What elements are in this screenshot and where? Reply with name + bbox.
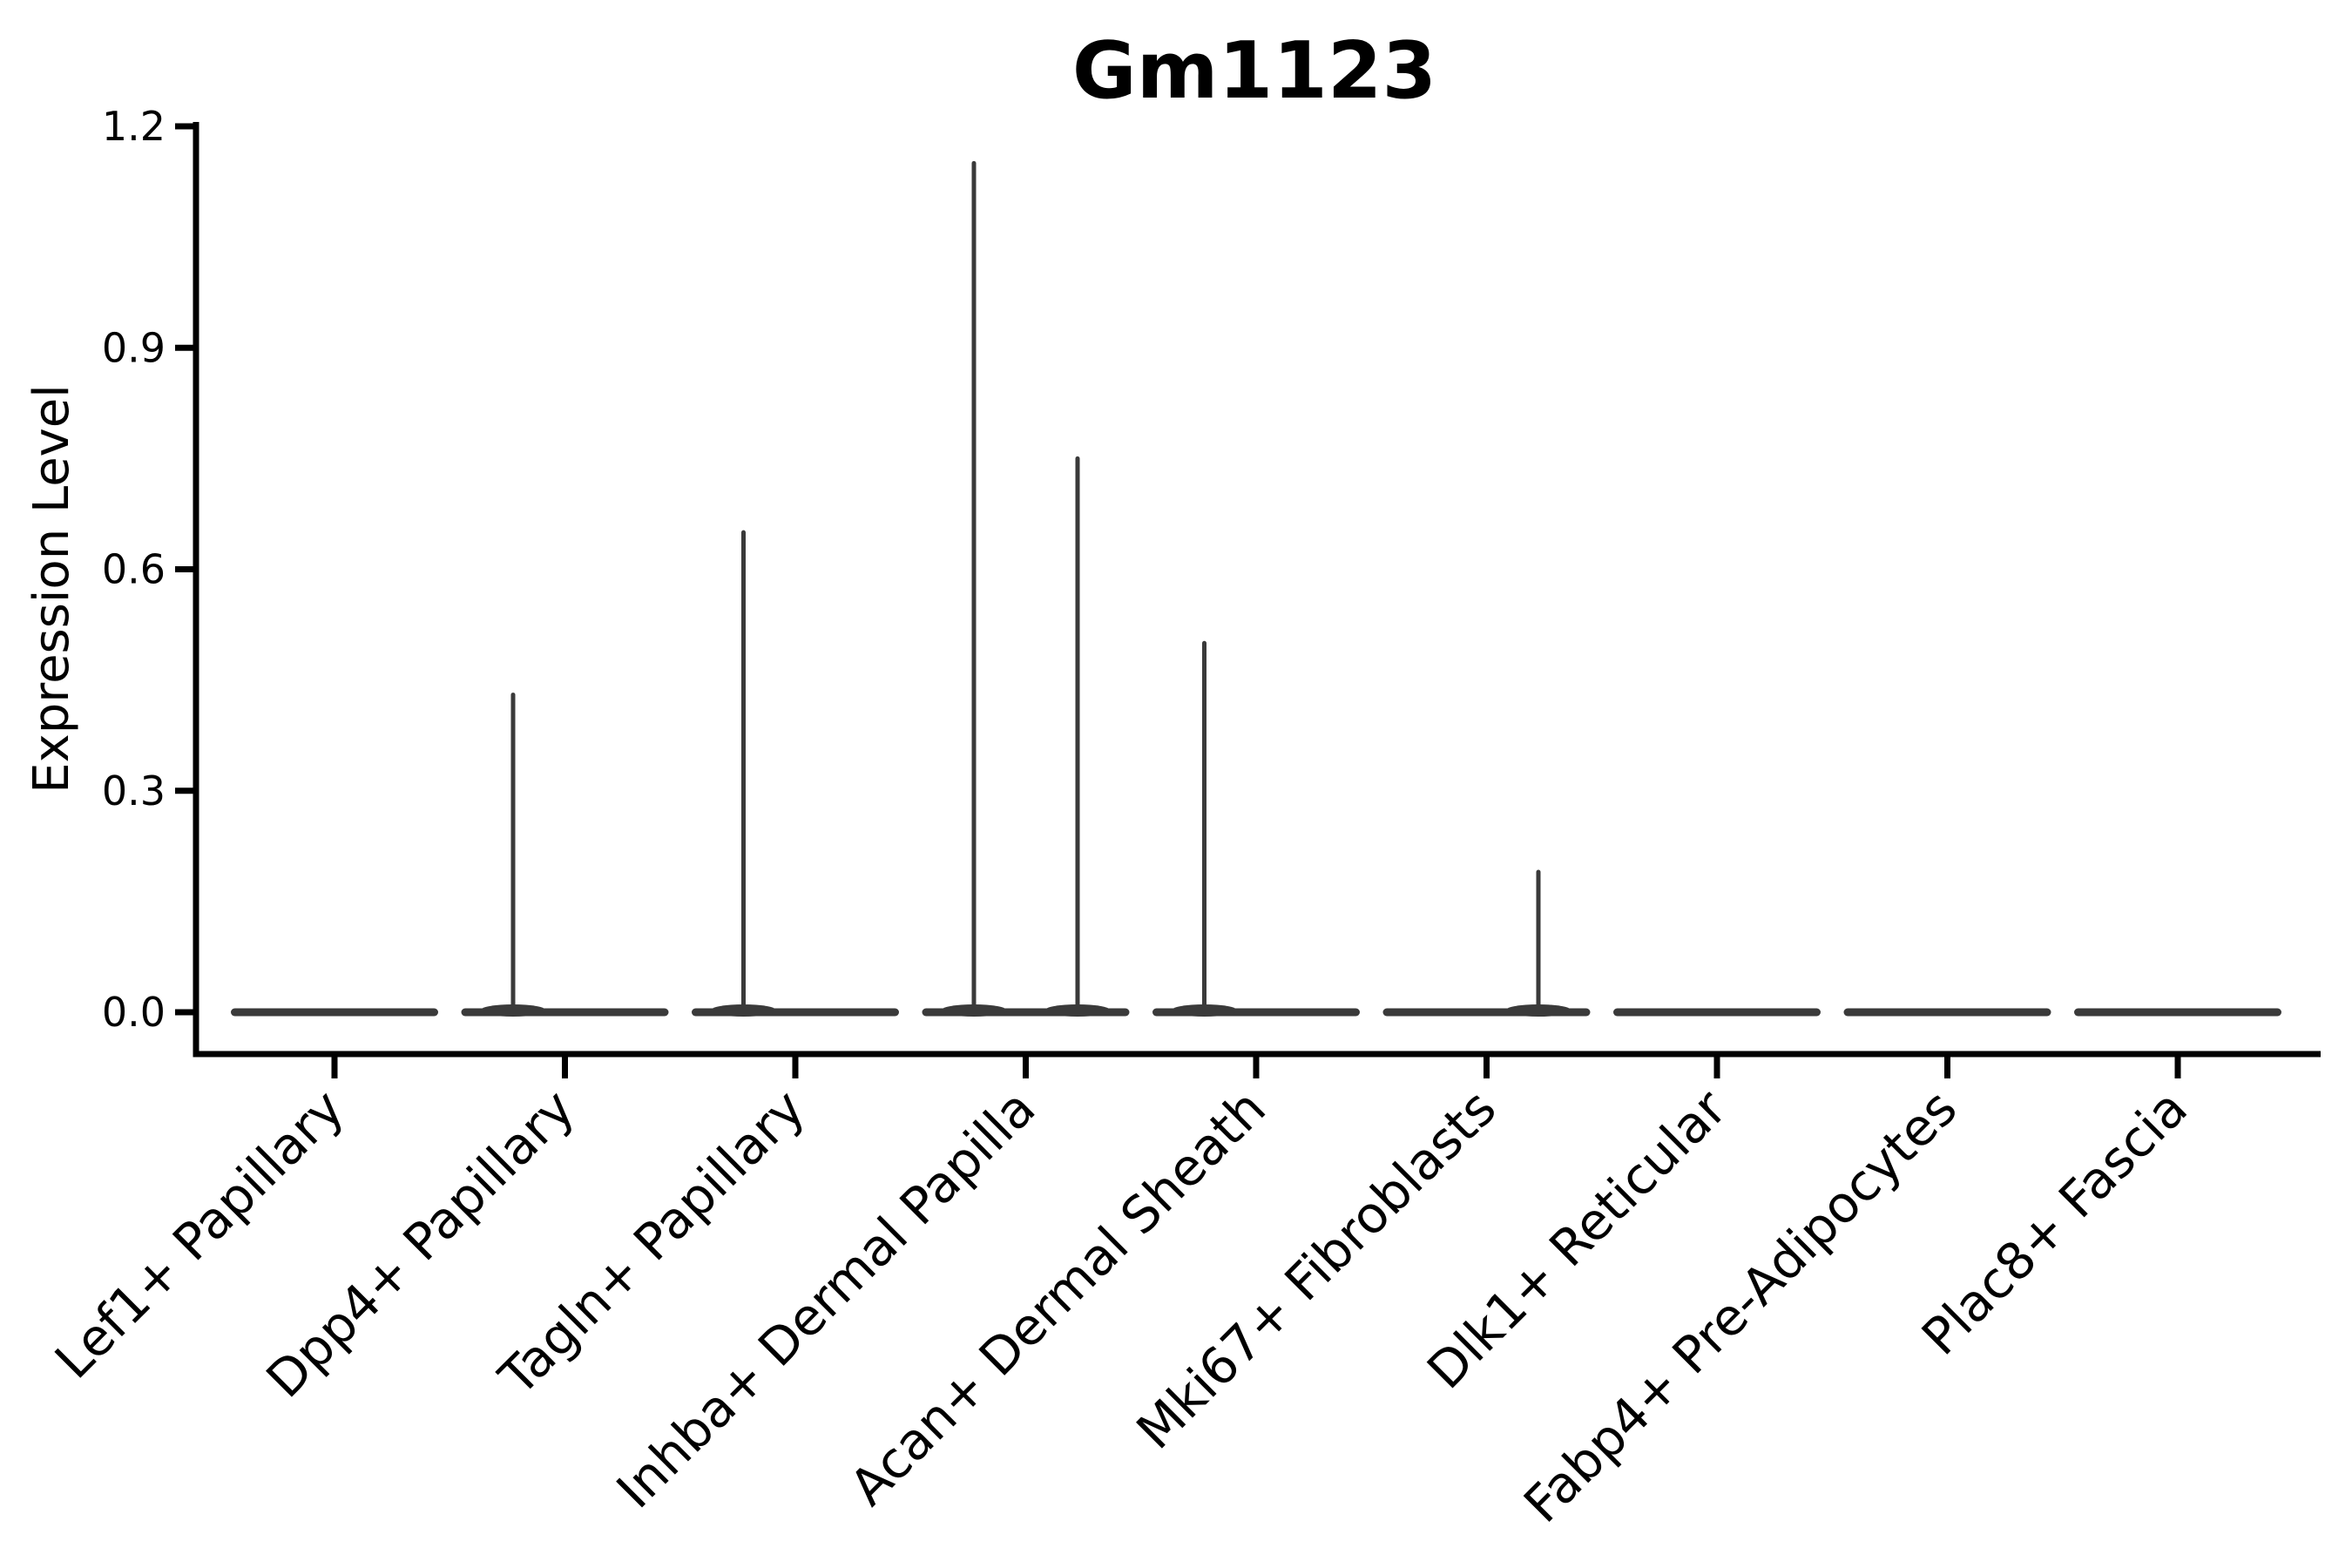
y-tick-label: 0.3 [102,767,166,814]
x-tick-label: Inhba+ Dermal Papilla [605,1078,1047,1520]
chart-title: Gm1123 [1072,25,1436,117]
y-tick-label: 0.0 [102,989,166,1036]
violin-body [231,1008,438,1017]
violins-layer [231,160,2281,1017]
violin-body [1613,1008,1821,1017]
y-tick-label: 0.6 [102,546,166,593]
x-tick-label: Fabp4+ Pre-Adipocytes [1512,1078,1968,1534]
violin-body [2074,1008,2281,1017]
y-axis-label: Expression Level [24,384,80,794]
y-tick-label: 0.9 [102,324,166,371]
y-tick-label: 1.2 [102,103,166,150]
violin-body [1843,1008,2051,1017]
x-tick-label: Acan+ Dermal Sheath [838,1078,1276,1517]
